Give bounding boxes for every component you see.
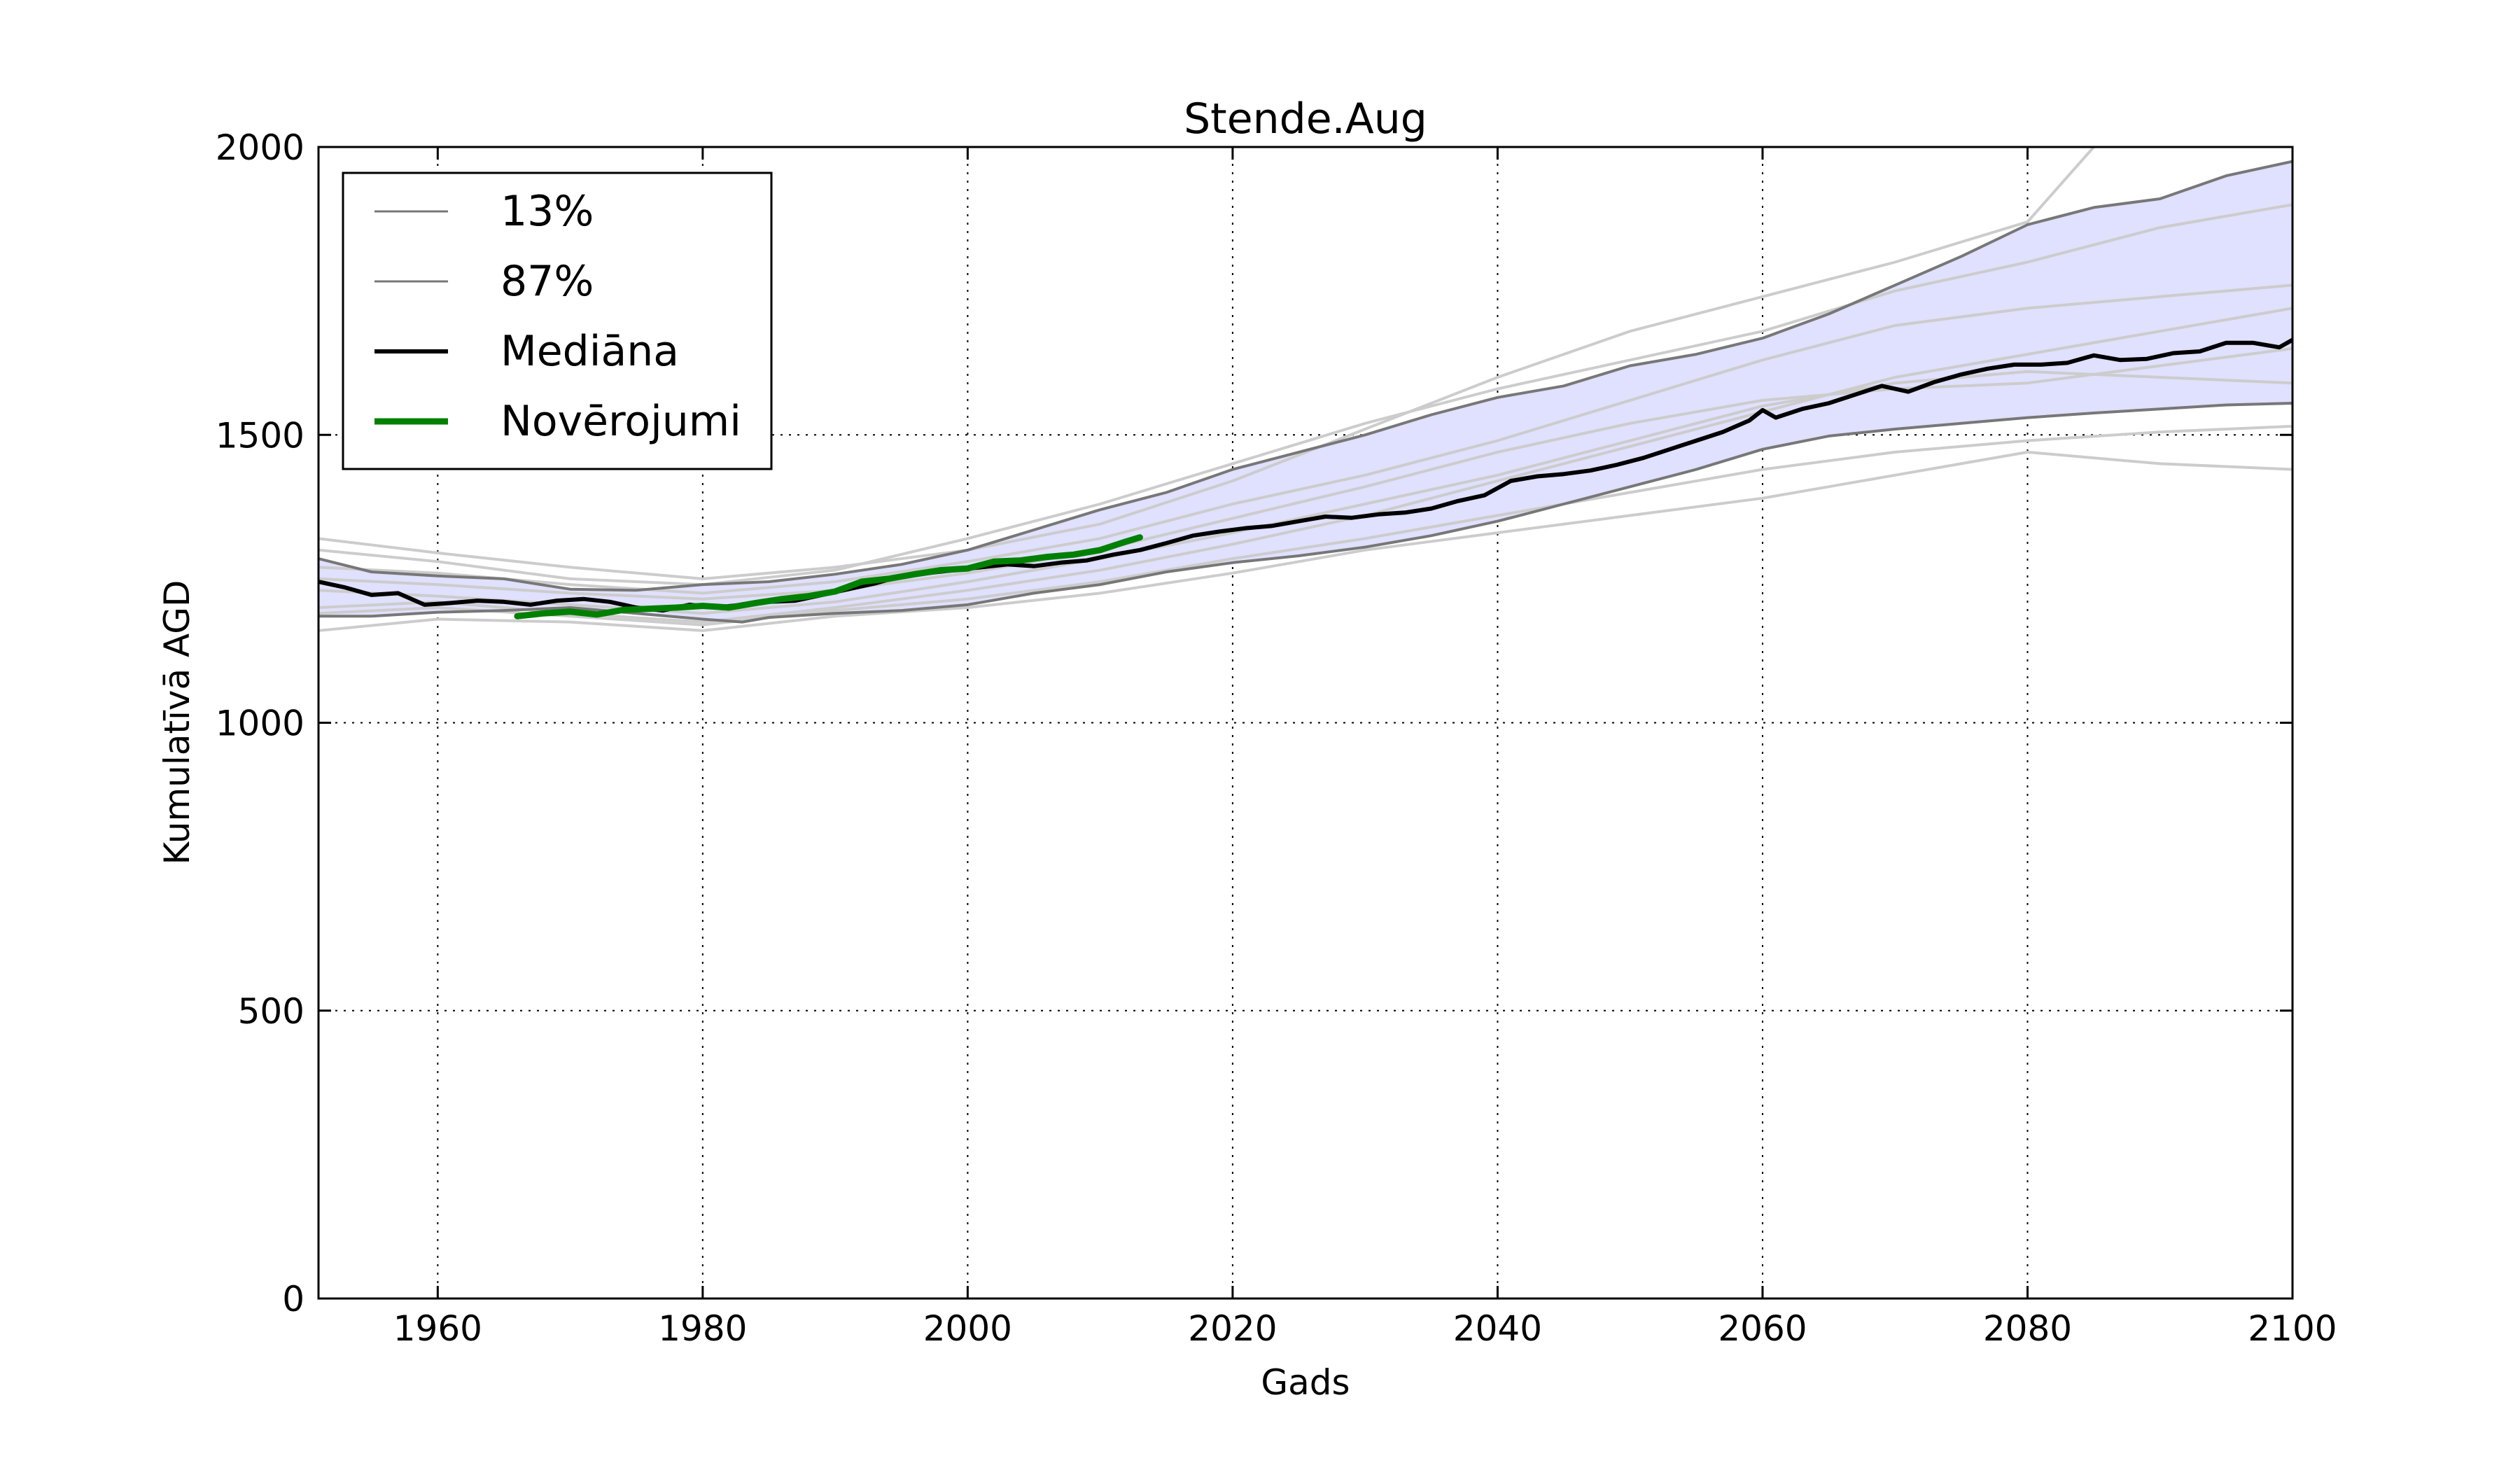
ensemble-member-line [318, 284, 2292, 595]
x-tick-label: 2000 [923, 1308, 1012, 1349]
x-tick-label: 2100 [2248, 1308, 2337, 1349]
ensemble-members [318, 147, 2292, 632]
x-axis-label: Gads [1261, 1362, 1350, 1403]
ensemble-member-line [318, 424, 2292, 626]
legend-label-87: 87% [500, 257, 594, 306]
series-line-observations [514, 534, 1143, 620]
x-tick-label: 2080 [1983, 1308, 2072, 1349]
legend: 13% 87% Mediāna Novērojumi [342, 172, 773, 470]
chart-title: Stende.Aug [1184, 94, 1427, 144]
y-axis-label: Kumulatīvā AGD [157, 580, 197, 864]
ensemble-member-line [318, 203, 2292, 587]
y-tick-label: 1000 [216, 704, 304, 744]
legend-label-observations: Novērojumi [500, 397, 741, 446]
data-layer [318, 147, 2292, 632]
ensemble-member-line [318, 147, 2095, 580]
series-lines [318, 160, 2292, 624]
x-tick-label: 1960 [393, 1308, 482, 1349]
y-tick-label: 0 [282, 1279, 304, 1320]
y-tick-label: 500 [238, 991, 304, 1032]
series-line-13 [318, 402, 2292, 624]
ensemble-member-line [318, 346, 2292, 601]
x-tick-label: 2020 [1188, 1308, 1277, 1349]
legend-label-median: Mediāna [500, 327, 679, 376]
y-tick-label: 1500 [216, 415, 304, 456]
x-tick-label: 2060 [1718, 1308, 1807, 1349]
x-tick-label: 2040 [1453, 1308, 1542, 1349]
y-tick-label: 2000 [216, 127, 304, 168]
axis-ticks: 1960 1980 2000 2020 2040 2060 2080 2100 0 500 1000… [216, 127, 2337, 1349]
x-tick-label: 1980 [658, 1308, 747, 1349]
ensemble-member-line [318, 307, 2292, 624]
ensemble-member-line [318, 450, 2292, 632]
legend-label-13: 13% [500, 187, 594, 236]
series-line-87 [318, 160, 2292, 592]
